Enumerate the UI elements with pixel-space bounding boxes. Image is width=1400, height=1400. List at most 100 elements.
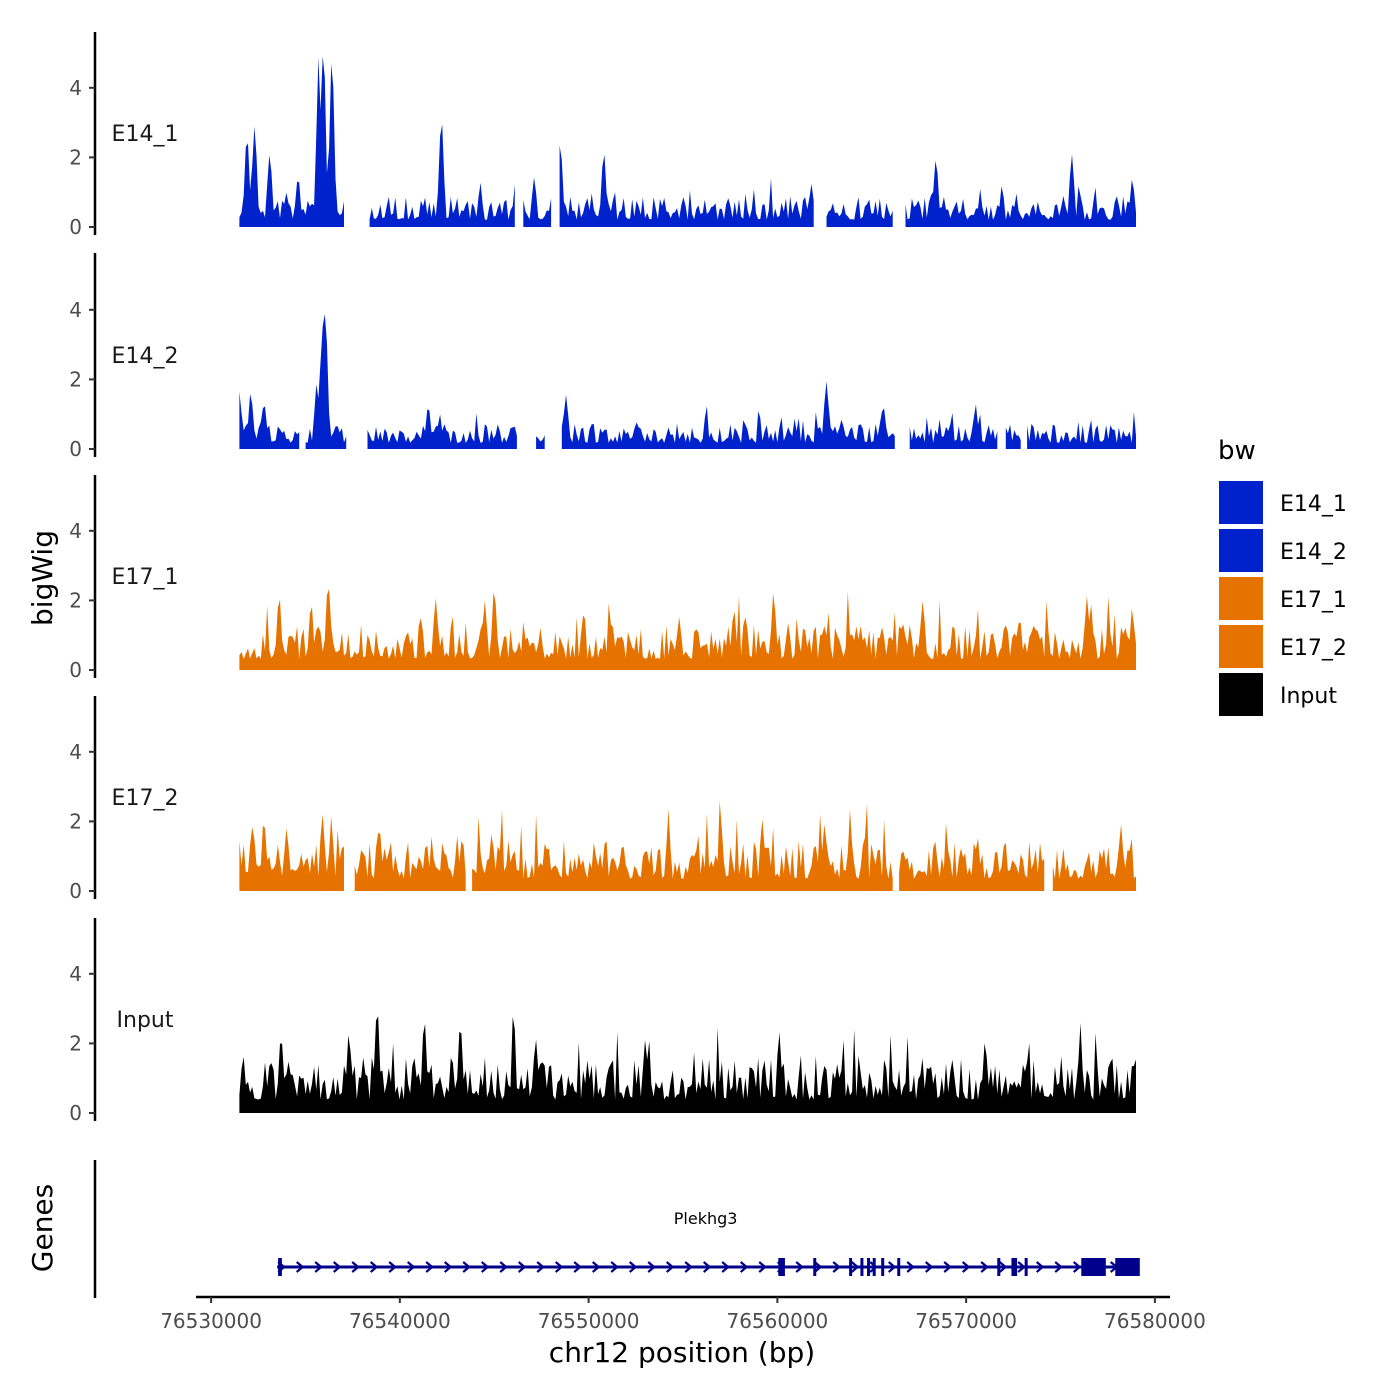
coverage-area-E17_2 [239, 801, 1136, 891]
x-axis-title: chr12 position (bp) [549, 1336, 815, 1369]
strand-arrow [1017, 1261, 1026, 1273]
legend-swatch-E17_2 [1219, 625, 1263, 668]
track-E17_2: 0 2 4 E17_2 [69, 696, 1136, 903]
exon-block [997, 1258, 1001, 1276]
strand-arrow [610, 1261, 619, 1273]
strand-arrow [295, 1261, 305, 1273]
strand-arrow [702, 1261, 712, 1273]
strand-arrow [591, 1261, 601, 1273]
y-tick-label: 0 [69, 658, 82, 682]
y-tick-label: 2 [69, 588, 82, 612]
coverage-area-E14_2 [239, 314, 1136, 449]
strand-arrow [998, 1261, 1008, 1273]
strand-arrow [887, 1261, 897, 1273]
exon-block [897, 1258, 901, 1276]
y-tick-label: 2 [69, 1031, 82, 1055]
y-tick-label: 4 [69, 962, 82, 986]
track-E17_1: 0 2 4 E17_1 [69, 475, 1136, 682]
strand-arrow [351, 1261, 360, 1273]
strand-arrow [795, 1261, 804, 1273]
strand-arrow [536, 1261, 545, 1273]
legend-label-Input: Input [1280, 684, 1337, 709]
exon-block [1081, 1258, 1106, 1276]
y-tick-label: 0 [69, 879, 82, 903]
legend: bw E14_1 E14_2 E17_1 E17_2 Input [1218, 436, 1347, 716]
y-tick-label: 4 [69, 519, 82, 543]
strand-arrow [314, 1261, 323, 1273]
strand-arrow [462, 1261, 471, 1273]
legend-label-E14_2: E14_2 [1280, 540, 1347, 565]
strand-arrow [1072, 1261, 1082, 1273]
y-tick-label: 4 [69, 76, 82, 100]
x-tick-label: 76530000 [160, 1309, 262, 1333]
genes-axis-title: Genes [26, 1184, 59, 1272]
strand-arrow [906, 1261, 915, 1273]
x-tick-label: 76540000 [349, 1309, 451, 1333]
exon-block [1011, 1258, 1018, 1276]
track-label: E17_1 [112, 565, 179, 590]
gene-name-label: Plekhg3 [674, 1209, 738, 1228]
exon-block [1115, 1258, 1140, 1276]
y-tick-label: 4 [69, 740, 82, 764]
track-Input: 0 2 4 Input [69, 918, 1136, 1125]
strand-arrow [425, 1261, 434, 1273]
exon-block [849, 1258, 853, 1276]
strand-arrow [647, 1261, 656, 1273]
coverage-area-E14_1 [239, 56, 1136, 228]
legend-entries: E14_1 E14_2 E17_1 E17_2 Input [1219, 481, 1347, 716]
y-tick-label: 0 [69, 1101, 82, 1125]
track-panels: 0 2 4 E14_1 0 2 4 E14_2 0 2 4 E17_1 0 2 4 E17_2 0 2 4 Input [69, 32, 1136, 1125]
legend-swatch-E14_1 [1219, 481, 1263, 524]
strand-arrow [684, 1261, 693, 1273]
strand-arrow [758, 1261, 767, 1273]
legend-label-E14_1: E14_1 [1280, 492, 1347, 517]
strand-arrow [554, 1261, 564, 1273]
legend-swatch-Input [1219, 673, 1263, 716]
strand-arrow [499, 1261, 508, 1273]
strand-arrow [443, 1261, 453, 1273]
strand-arrow [869, 1261, 878, 1273]
legend-swatch-E17_1 [1219, 577, 1263, 620]
exon-block [872, 1258, 876, 1276]
strand-arrow [388, 1261, 397, 1273]
coverage-area-E17_1 [239, 588, 1136, 670]
track-E14_2: 0 2 4 E14_2 [69, 253, 1136, 461]
x-tick-label: 76560000 [726, 1309, 828, 1333]
exon-block [813, 1258, 817, 1276]
strand-arrow [813, 1261, 823, 1273]
strand-arrow [628, 1261, 638, 1273]
y-tick-label: 2 [69, 145, 82, 169]
exon-block [860, 1258, 864, 1276]
legend-swatch-E14_2 [1219, 529, 1263, 572]
strand-arrow [924, 1261, 934, 1273]
strand-arrow [1054, 1261, 1063, 1273]
strand-arrow [665, 1261, 675, 1273]
track-label: E14_2 [112, 344, 179, 369]
legend-title: bw [1218, 436, 1256, 466]
x-tick-label: 76570000 [915, 1309, 1017, 1333]
y-tick-label: 0 [69, 215, 82, 239]
legend-label-E17_1: E17_1 [1280, 588, 1347, 613]
strand-arrow [739, 1261, 749, 1273]
track-label: E17_2 [112, 786, 179, 811]
coverage-area-Input [239, 1016, 1136, 1113]
legend-label-E17_2: E17_2 [1280, 636, 1347, 661]
strand-arrow [332, 1261, 342, 1273]
exon-block [881, 1258, 885, 1276]
y-tick-label: 0 [69, 437, 82, 461]
strand-arrow [406, 1261, 416, 1273]
strand-arrow [961, 1261, 971, 1273]
strand-arrow [480, 1261, 490, 1273]
strand-arrow [517, 1261, 527, 1273]
x-tick-label: 76550000 [538, 1309, 640, 1333]
strand-arrow [850, 1261, 860, 1273]
strand-arrow [721, 1261, 730, 1273]
exon-block [867, 1258, 871, 1276]
y-axis-title: bigWig [26, 530, 59, 626]
track-label: Input [117, 1008, 174, 1033]
strand-arrow [573, 1261, 582, 1273]
track-label: E14_1 [112, 122, 179, 147]
x-tick-label: 76580000 [1104, 1309, 1206, 1333]
strand-arrow [1035, 1261, 1045, 1273]
